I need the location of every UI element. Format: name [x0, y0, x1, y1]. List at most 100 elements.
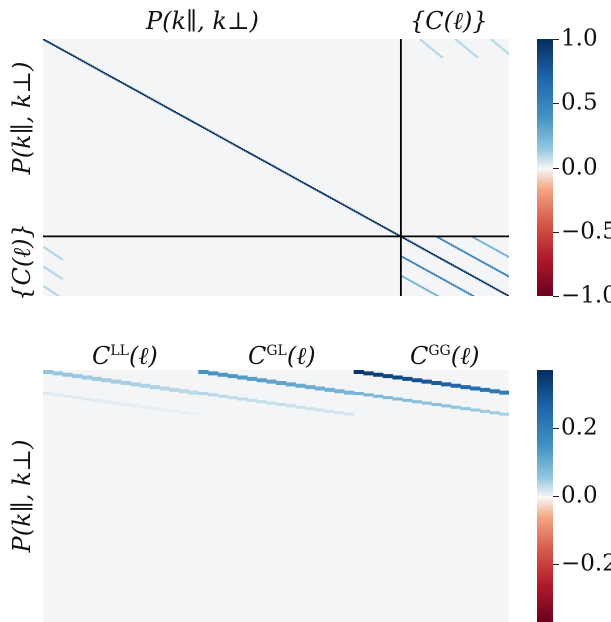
heatmap-cell: [392, 375, 403, 380]
colorbar-swatch: [537, 121, 553, 125]
colorbar-swatch: [537, 559, 553, 563]
heatmap-cell: [460, 385, 471, 390]
colorbar-swatch: [537, 390, 553, 394]
heatmap-cell: [256, 378, 267, 383]
heatmap-cell: [343, 204, 346, 207]
heatmap-cell: [412, 262, 415, 264]
heatmap-cell: [52, 393, 64, 397]
top-label-cl: {C(ℓ)}: [410, 7, 488, 35]
colorbar-swatch: [537, 445, 553, 449]
heatmap-cell: [499, 46, 502, 49]
heatmap-cell: [287, 173, 290, 176]
heatmap-cell: [431, 49, 435, 51]
heatmap-cell: [476, 56, 479, 59]
heatmap-cell: [462, 250, 465, 253]
colorbar-tickmark: [553, 167, 559, 169]
heatmap-cell: [201, 126, 204, 129]
heatmap-cell: [428, 46, 432, 49]
colorbar-swatch: [537, 523, 553, 527]
colorbar-swatch: [537, 146, 553, 151]
heatmap-cell: [460, 407, 471, 411]
colorbar-swatch: [537, 278, 553, 282]
colorbar-swatch: [537, 272, 553, 277]
heatmap-cell: [225, 139, 229, 142]
heatmap-cell: [354, 210, 357, 213]
heatmap-cell: [501, 48, 505, 50]
colorbar-swatch: [537, 483, 553, 487]
colorbar-swatch: [537, 604, 553, 608]
heatmap-cell: [208, 371, 219, 376]
heatmap-cell: [470, 51, 474, 54]
colorbar-swatch: [537, 599, 553, 603]
colorbar-swatch: [537, 64, 553, 68]
heatmap-cell: [72, 55, 76, 58]
heatmap-cell: [249, 153, 253, 155]
heatmap-cell: [491, 39, 495, 42]
heatmap-cell: [193, 122, 197, 124]
colorbar-swatch: [537, 74, 553, 79]
heatmap-cell: [95, 67, 98, 70]
heatmap-cell: [469, 254, 473, 257]
heatmap-cell: [492, 286, 495, 289]
heatmap-cell: [440, 238, 443, 241]
colorbar-tick-label: −0.5: [561, 218, 611, 245]
heatmap-cell: [322, 193, 326, 195]
heatmap-cell: [482, 281, 486, 284]
heatmap-cell: [147, 96, 150, 99]
colorbar-swatch: [537, 56, 553, 61]
heatmap-cell: [62, 372, 73, 377]
heatmap-cell: [501, 252, 505, 255]
heatmap-cell: [506, 51, 509, 54]
heatmap-cell: [371, 219, 374, 222]
heatmap-cell: [460, 43, 464, 46]
heatmap-cell: [344, 205, 348, 208]
heatmap-cell: [486, 264, 490, 266]
heatmap-cell: [419, 39, 423, 41]
heatmap-cell: [471, 52, 475, 55]
heatmap-cell: [80, 59, 83, 62]
heatmap-cell: [441, 382, 452, 387]
colorbar-swatch: [537, 118, 553, 122]
colorbar-swatch: [537, 262, 553, 266]
heatmap-cell: [456, 286, 460, 289]
colorbar-swatch: [537, 226, 553, 230]
heatmap-cell: [493, 41, 497, 44]
heatmap-cell: [484, 263, 488, 265]
heatmap-cell: [479, 260, 482, 262]
heatmap-cell: [423, 268, 426, 270]
heatmap-cell: [425, 269, 428, 271]
heatmap-cell: [372, 220, 376, 223]
colorbar-swatch: [537, 275, 553, 279]
heatmap-cell: [44, 40, 48, 42]
colorbar-swatch: [537, 141, 553, 145]
colorbar-tick-label: 0.0: [561, 482, 598, 509]
heatmap-cell: [179, 114, 182, 116]
heatmap-cell: [106, 73, 109, 76]
heatmap-cell: [277, 168, 281, 171]
heatmap-cell: [445, 280, 449, 283]
colorbar-swatch: [537, 67, 553, 71]
colorbar-swatch: [537, 392, 553, 396]
heatmap-cell: [402, 376, 413, 381]
colorbar-swatch: [537, 440, 553, 444]
heatmap-cell: [443, 240, 447, 243]
colorbar-tick-label: −1.0: [561, 282, 611, 309]
heatmap-cell: [497, 270, 501, 272]
heatmap-cell: [488, 245, 491, 248]
colorbar-swatch: [537, 397, 553, 401]
heatmap-cell: [410, 261, 413, 263]
heatmap-cell: [454, 246, 458, 249]
colorbar-swatch: [537, 164, 553, 169]
colorbar-swatch: [537, 450, 553, 454]
heatmap-cell: [339, 202, 342, 205]
left-label-power-spectrum-bottom: P(k∥, k⊥): [8, 439, 36, 553]
heatmap-cell: [489, 389, 500, 394]
heatmap-cell: [473, 237, 477, 240]
colorbar-swatch: [537, 293, 553, 296]
colorbar-swatch: [537, 82, 553, 86]
colorbar-swatch: [537, 506, 553, 510]
heatmap-cell: [300, 180, 303, 183]
colorbar-swatch: [537, 415, 553, 419]
colorbar-swatch: [537, 149, 553, 153]
heatmap-cell: [428, 271, 432, 273]
